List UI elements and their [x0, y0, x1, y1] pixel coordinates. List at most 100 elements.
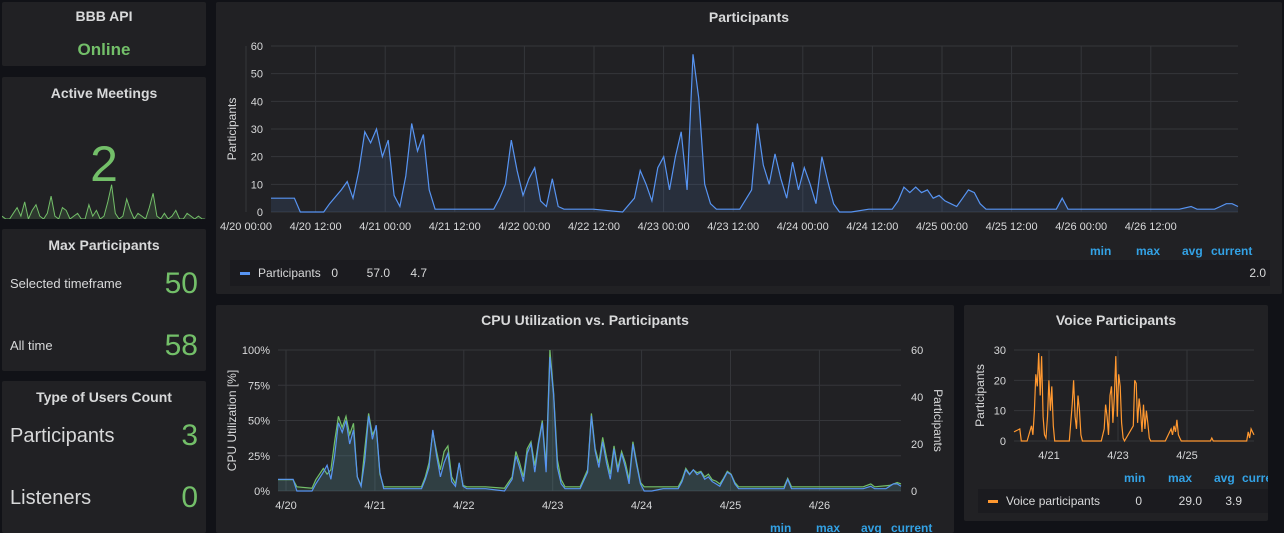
series-area — [278, 357, 901, 491]
legend-avg: 4.7 — [410, 266, 427, 280]
legend-header-min[interactable]: min — [1090, 244, 1112, 258]
voice-chart[interactable]: 0 10 20 30 4/21 4/23 4/25 Participants — [964, 305, 1268, 465]
x-tick-label: 4/22 — [453, 500, 474, 512]
x-tick-label: 4/25 00:00 — [916, 221, 968, 233]
legend-header-max[interactable]: max — [1136, 244, 1161, 258]
y-tick-label: 25% — [248, 451, 270, 463]
legend-header-current[interactable]: current — [1211, 244, 1253, 258]
bbb-api-panel: BBB API Online — [2, 2, 206, 66]
x-tick-label: 4/23 — [542, 500, 563, 512]
legend-series-name[interactable]: Participants — [258, 266, 321, 280]
users-count-panel: Type of Users Count Participants 3 Liste… — [2, 381, 206, 533]
y-tick-label: 30 — [994, 345, 1006, 357]
x-tick-label: 4/20 12:00 — [290, 221, 342, 233]
max-participants-panel: Max Participants Selected timeframe 50 A… — [2, 229, 206, 371]
x-tick-label: 4/24 00:00 — [777, 221, 829, 233]
legend-avg: 3.9 — [1225, 494, 1242, 508]
listeners-count-value: 0 — [181, 481, 198, 514]
legend-header-current[interactable]: curre — [1242, 471, 1268, 485]
legend-header-max[interactable]: max — [816, 521, 841, 533]
legend-header-current[interactable]: current — [891, 521, 933, 533]
legend-header-avg[interactable]: avg — [861, 521, 882, 533]
cpu-graph-title: CPU Utilization vs. Participants — [481, 312, 689, 328]
x-tick-label: 4/24 — [631, 500, 652, 512]
y-tick-label: 0% — [254, 486, 270, 498]
x-tick-label: 4/20 00:00 — [220, 221, 272, 233]
x-tick-label: 4/23 00:00 — [638, 221, 690, 233]
y-tick-label: 20 — [994, 375, 1006, 387]
y2-tick-label: 20 — [911, 439, 923, 451]
legend-current: 2.0 — [1249, 266, 1266, 280]
x-tick-label: 4/23 12:00 — [707, 221, 759, 233]
selected-timeframe-value: 50 — [164, 267, 198, 300]
y-tick-label: 50% — [248, 416, 270, 428]
series-line — [278, 357, 902, 492]
participants-chart[interactable]: 0 10 20 30 40 50 60 4/20 00:00 4/20 12:00 4/21 00… — [216, 2, 1282, 242]
series-line — [1013, 352, 1255, 443]
x-tick-label: 4/26 — [809, 500, 830, 512]
legend-color-swatch — [988, 500, 998, 503]
active-meetings-value: 2 — [90, 136, 118, 192]
voice-graph-panel: Voice Participants 0 10 20 30 4/21 4/23 4/25 Pa… — [964, 305, 1268, 521]
y2-axis-label: Participants — [931, 389, 945, 452]
sparkline-line — [2, 184, 206, 219]
y2-tick-label: 0 — [911, 486, 917, 498]
y-tick-label: 75% — [248, 380, 270, 392]
legend-row[interactable]: Participants 0 57.0 4.7 2.0 — [230, 260, 1270, 286]
y-tick-label: 0 — [257, 207, 263, 219]
x-tick-label: 4/21 00:00 — [359, 221, 411, 233]
legend-min: 0 — [331, 266, 338, 280]
series-area — [271, 54, 1238, 212]
x-tick-label: 4/22 00:00 — [498, 221, 550, 233]
bbb-api-status: Online — [77, 40, 131, 59]
x-tick-label: 4/24 12:00 — [846, 221, 898, 233]
active-meetings-sparkline — [2, 184, 206, 219]
y2-tick-label: 40 — [911, 392, 923, 404]
legend-color-swatch — [240, 272, 250, 275]
x-tick-label: 4/22 12:00 — [568, 221, 620, 233]
legend-header-avg[interactable]: avg — [1214, 471, 1235, 485]
legend-row[interactable]: Voice participants 0 29.0 3.9 — [978, 489, 1268, 513]
y2-tick-label: 60 — [911, 345, 923, 357]
legend-header-min[interactable]: min — [1124, 471, 1146, 485]
y-tick-label: 100% — [242, 345, 270, 357]
x-tick-label: 4/21 — [1038, 450, 1059, 462]
cpu-chart[interactable]: 0% 25% 50% 75% 100% 0 20 40 60 4/20 4/21 4/22 4/23 4/… — [216, 305, 954, 533]
participants-count-label: Participants — [10, 425, 115, 447]
y-tick-label: 50 — [251, 69, 263, 81]
y-tick-label: 10 — [994, 406, 1006, 418]
y-tick-label: 10 — [251, 179, 263, 191]
x-tick-label: 4/25 — [1176, 450, 1197, 462]
y-tick-label: 60 — [251, 41, 263, 53]
legend-header-max[interactable]: max — [1168, 471, 1193, 485]
series-line — [271, 54, 1239, 213]
legend-series-name[interactable]: Voice participants — [1006, 494, 1101, 508]
selected-timeframe-label: Selected timeframe — [10, 276, 122, 291]
y-tick-label: 30 — [251, 124, 263, 136]
listeners-count-label: Listeners — [10, 487, 92, 509]
active-meetings-title: Active Meetings — [50, 85, 158, 101]
legend-header-avg[interactable]: avg — [1182, 244, 1203, 258]
legend-max: 57.0 — [366, 266, 390, 280]
all-time-label: All time — [10, 338, 53, 353]
y-axis-label: CPU Utilization [%] — [225, 370, 239, 471]
y-tick-label: 40 — [251, 96, 263, 108]
y-axis-label: Participants — [225, 98, 239, 161]
sparkline-area — [2, 184, 206, 219]
participants-graph-title: Participants — [708, 9, 790, 25]
participants-count-value: 3 — [181, 419, 198, 452]
x-tick-label: 4/23 — [1107, 450, 1128, 462]
participants-graph-panel: Participants 0 10 20 30 40 50 60 4/20 00:00 4/20… — [216, 2, 1282, 294]
legend-header-min[interactable]: min — [770, 521, 792, 533]
x-tick-label: 4/20 — [275, 500, 296, 512]
all-time-value: 58 — [164, 329, 198, 362]
legend-max: 29.0 — [1178, 494, 1202, 508]
max-participants-title: Max Participants — [48, 237, 160, 253]
y-axis-label: Participants — [973, 364, 987, 427]
y-tick-label: 0 — [1000, 436, 1006, 448]
x-tick-label: 4/26 00:00 — [1055, 221, 1107, 233]
x-tick-label: 4/26 12:00 — [1125, 221, 1177, 233]
legend-min: 0 — [1135, 494, 1142, 508]
voice-graph-title: Voice Participants — [1055, 312, 1177, 328]
x-tick-label: 4/21 12:00 — [429, 221, 481, 233]
